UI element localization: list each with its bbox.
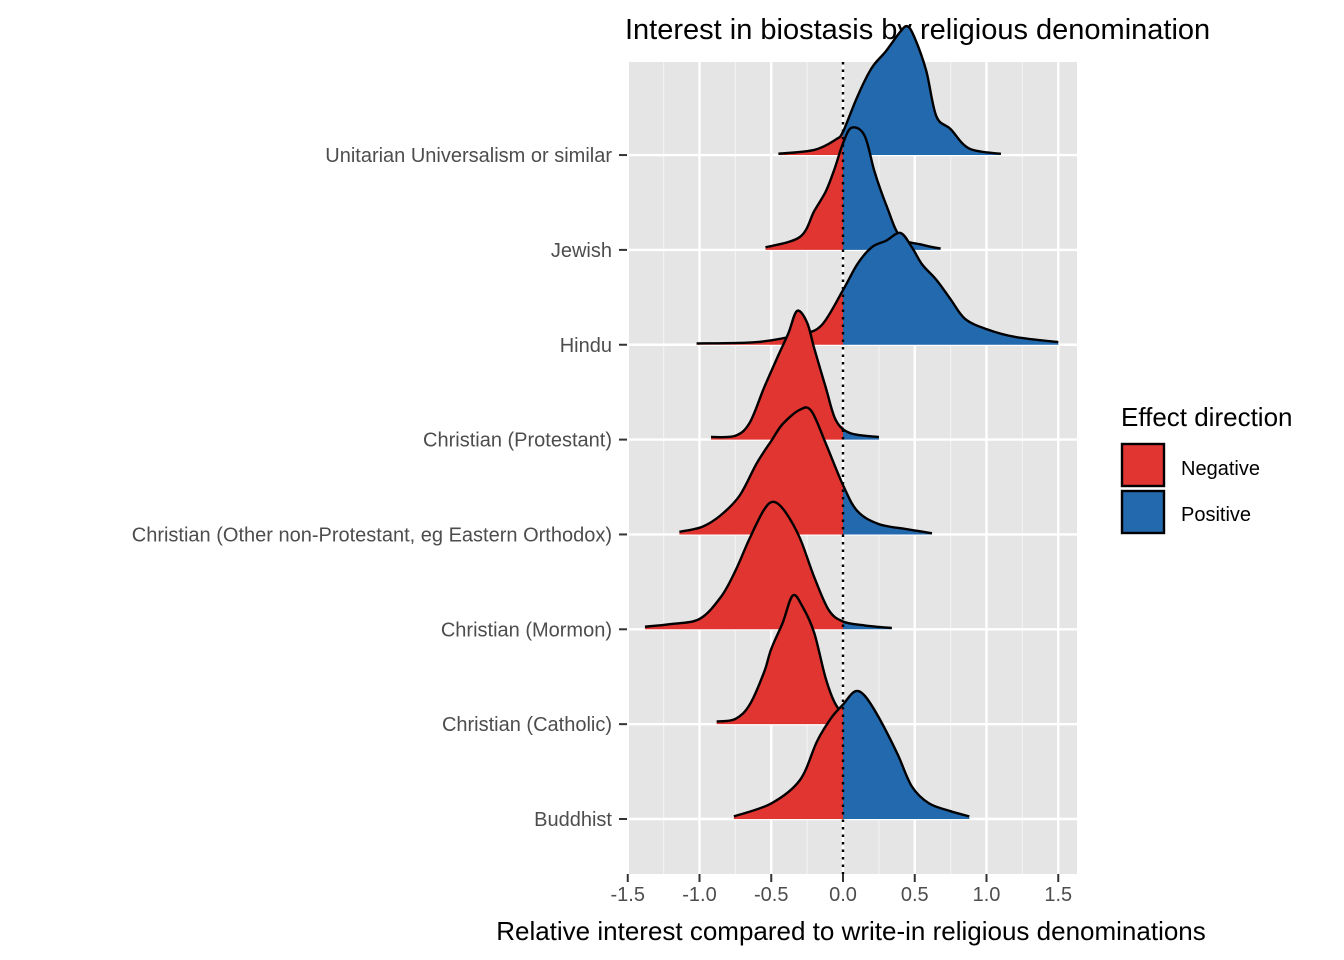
ridge-area-negative: [711, 310, 843, 440]
y-tick-label: Christian (Mormon): [441, 619, 612, 641]
x-tick-label: 0.5: [901, 884, 929, 906]
ridge-area-negative: [696, 290, 843, 345]
y-tick-label: Hindu: [560, 335, 612, 357]
ridge-outline: [733, 689, 970, 818]
ridge-christian-other-non-protestant-eg-eastern-orthodox: [679, 406, 933, 535]
ridge-area-positive: [843, 690, 970, 819]
ridge-area-negative: [765, 143, 843, 250]
x-axis-title: Relative interest compared to write-in r…: [496, 916, 1206, 946]
ridge-area-positive: [843, 485, 932, 535]
ridge-buddhist: [733, 689, 970, 819]
ridge-area-negative: [778, 131, 843, 156]
legend-key-positive: [1120, 489, 1166, 535]
x-tick-label: 0.0: [829, 884, 857, 906]
ridge-outline: [679, 406, 933, 535]
ridge-outline: [710, 309, 880, 439]
x-tick-label: -0.5: [754, 884, 788, 906]
y-tick-label: Christian (Catholic): [442, 714, 612, 736]
ridge-outline: [696, 231, 1059, 345]
ridge-christian-protestant: [710, 309, 880, 440]
chart-title: Interest in biostasis by religious denom…: [625, 14, 1210, 46]
x-tick-label: 1.0: [973, 884, 1001, 906]
ridge-area-positive: [843, 232, 1059, 345]
legend-label-negative: Negative: [1181, 458, 1260, 480]
legend-key-negative: [1120, 442, 1166, 488]
legend-label-positive: Positive: [1181, 504, 1251, 526]
y-tick-label: Unitarian Universalism or similar: [325, 145, 612, 167]
legend: Effect direction Negative Positive: [1120, 402, 1293, 535]
y-tick-label: Christian (Protestant): [423, 430, 612, 452]
ridge-outline: [778, 24, 1002, 155]
y-tick-label: Christian (Other non-Protestant, eg East…: [132, 524, 612, 546]
x-tick-label: -1.5: [611, 884, 645, 906]
legend-title: Effect direction: [1121, 402, 1293, 432]
ridge-area-positive: [843, 26, 1001, 156]
ridge-area-negative: [679, 407, 843, 535]
ridges: [644, 24, 1059, 819]
ridge-area-negative: [733, 704, 843, 819]
x-tick-label: -1.0: [682, 884, 716, 906]
y-tick-label: Jewish: [551, 240, 612, 262]
y-axis: Buddhist Christian (Catholic) Christian (M…: [132, 145, 627, 831]
x-axis: -1.5 -1.0 -0.5 0.0 0.5 1.0 1.5: [611, 874, 1072, 906]
ridge-hindu: [696, 231, 1059, 345]
ridge-area-positive: [843, 127, 941, 250]
y-tick-label: Buddhist: [534, 809, 612, 831]
x-tick-label: 1.5: [1044, 884, 1072, 906]
ridge-unitarian-universalism-or-similar: [778, 24, 1002, 156]
ridge-outline: [644, 500, 892, 630]
